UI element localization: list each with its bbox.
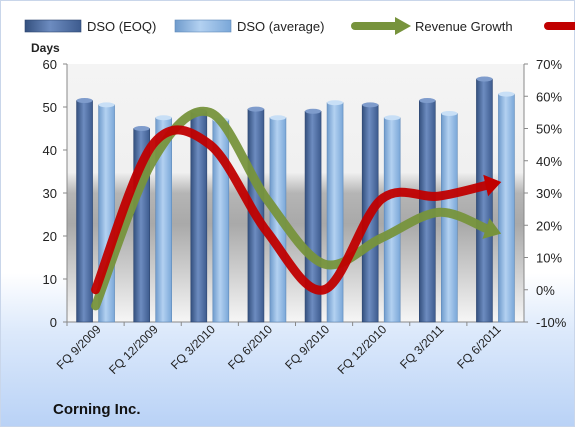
company-label: Corning Inc. <box>53 401 141 418</box>
right-tick-label: 40% <box>536 154 562 169</box>
bar <box>476 78 493 323</box>
x-tick-label: FQ 6/2010 <box>225 322 275 372</box>
legend-label: DSO (average) <box>237 19 324 34</box>
right-tick-label: 60% <box>536 89 562 104</box>
legend-label: DSO (EOQ) <box>87 19 156 34</box>
bar-cap <box>419 98 436 104</box>
right-tick-label: 30% <box>536 186 562 201</box>
x-tick-label: FQ 6/2011 <box>454 322 504 372</box>
left-tick-label: 0 <box>50 315 57 330</box>
bar-cap <box>76 98 93 104</box>
right-tick-label: 50% <box>536 122 562 137</box>
left-tick-label: 50 <box>43 100 57 115</box>
right-tick-label: 20% <box>536 218 562 233</box>
right-tick-label: -10% <box>536 315 567 330</box>
right-tick-label: 0% <box>536 283 555 298</box>
legend-label: Revenue Growth <box>415 19 513 34</box>
x-tick-label: FQ 9/2009 <box>54 322 104 372</box>
bar-cap <box>362 102 379 108</box>
left-tick-label: 40 <box>43 143 57 158</box>
bar-cap <box>247 106 264 112</box>
x-tick-label: FQ 9/2010 <box>282 322 332 372</box>
left-tick-label: 10 <box>43 272 57 287</box>
legend-swatch <box>24 19 82 33</box>
bar <box>383 117 401 323</box>
bar <box>76 100 93 323</box>
right-tick-label: 10% <box>536 251 562 266</box>
series-line <box>91 125 491 295</box>
x-tick-label: FQ 3/2010 <box>168 322 218 372</box>
legend-swatch-arrow <box>395 17 411 35</box>
left-tick-label: 30 <box>43 186 57 201</box>
left-tick-label: 60 <box>43 57 57 72</box>
bar <box>498 93 515 323</box>
legend-swatch <box>174 19 232 33</box>
x-tick-label: FQ 3/2011 <box>397 322 447 372</box>
bar-cap <box>476 76 493 82</box>
y-axis-label: Days <box>31 41 60 55</box>
series-arrowhead <box>483 174 502 197</box>
x-tick-label: FQ 12/2009 <box>106 322 161 377</box>
x-tick-label: FQ 12/2010 <box>335 322 390 377</box>
bar-cap <box>155 115 172 121</box>
series-line <box>91 106 491 311</box>
bar-cap <box>269 115 286 121</box>
left-tick-label: 20 <box>43 229 57 244</box>
bar-cap <box>98 102 115 108</box>
bar-cap <box>133 126 150 131</box>
bar-cap <box>327 100 344 106</box>
series-arrowhead <box>482 218 502 239</box>
bar-cap <box>305 108 322 114</box>
bar-cap <box>384 115 401 121</box>
bar-cap <box>441 110 458 116</box>
right-tick-label: 70% <box>536 57 562 72</box>
bar-cap <box>498 91 515 97</box>
